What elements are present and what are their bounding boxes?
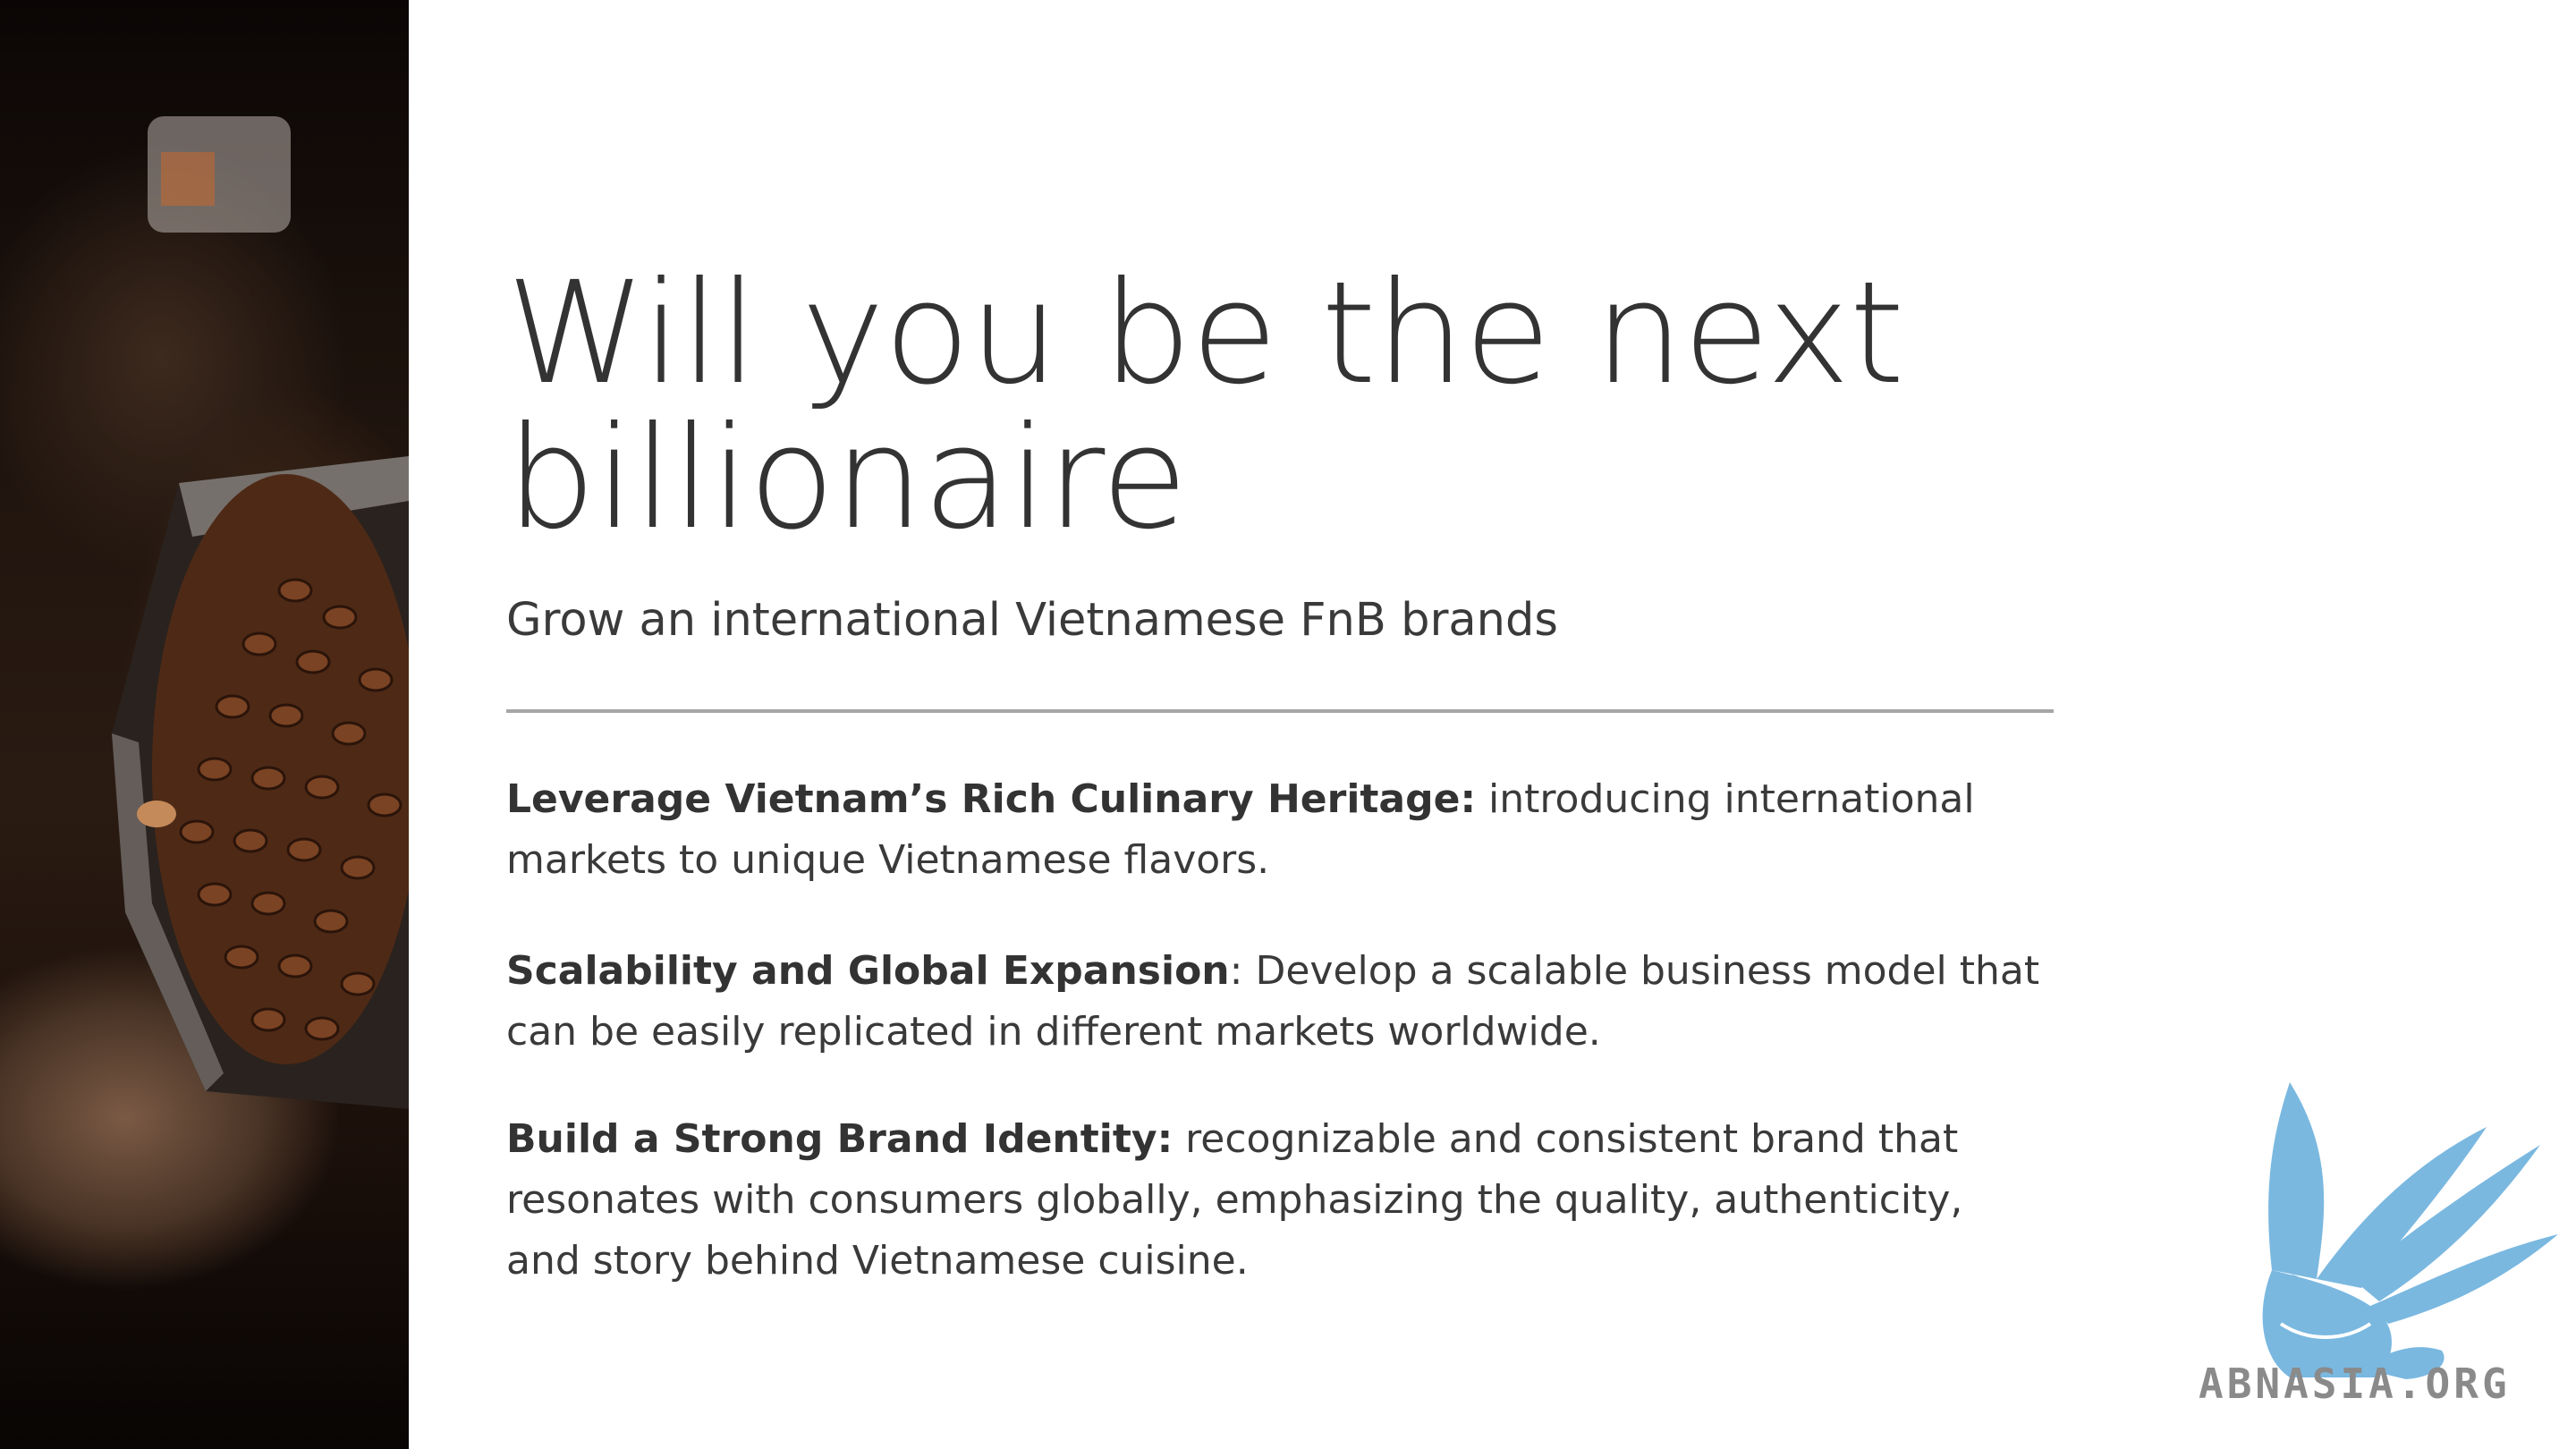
point-heading: Scalability and Global Expansion xyxy=(506,948,1230,994)
slide-subtitle: Grow an international Vietnamese FnB bra… xyxy=(506,594,1558,647)
point-culinary-heritage: Leverage Vietnam’s Rich Culinary Heritag… xyxy=(506,769,2045,891)
point-brand-identity: Build a Strong Brand Identity: recogniza… xyxy=(506,1109,2045,1292)
coffee-beans-photo xyxy=(0,0,409,1449)
coffee-beans-illustration xyxy=(0,0,409,1449)
watermark-text: ABNASIA.ORG xyxy=(2199,1360,2511,1408)
divider xyxy=(506,709,2054,713)
point-heading: Build a Strong Brand Identity: xyxy=(506,1116,1173,1162)
slide-title: Will you be the next billionaire xyxy=(506,261,2063,551)
point-heading: Leverage Vietnam’s Rich Culinary Heritag… xyxy=(506,776,1476,822)
point-scalability: Scalability and Global Expansion: Develo… xyxy=(506,941,2045,1063)
